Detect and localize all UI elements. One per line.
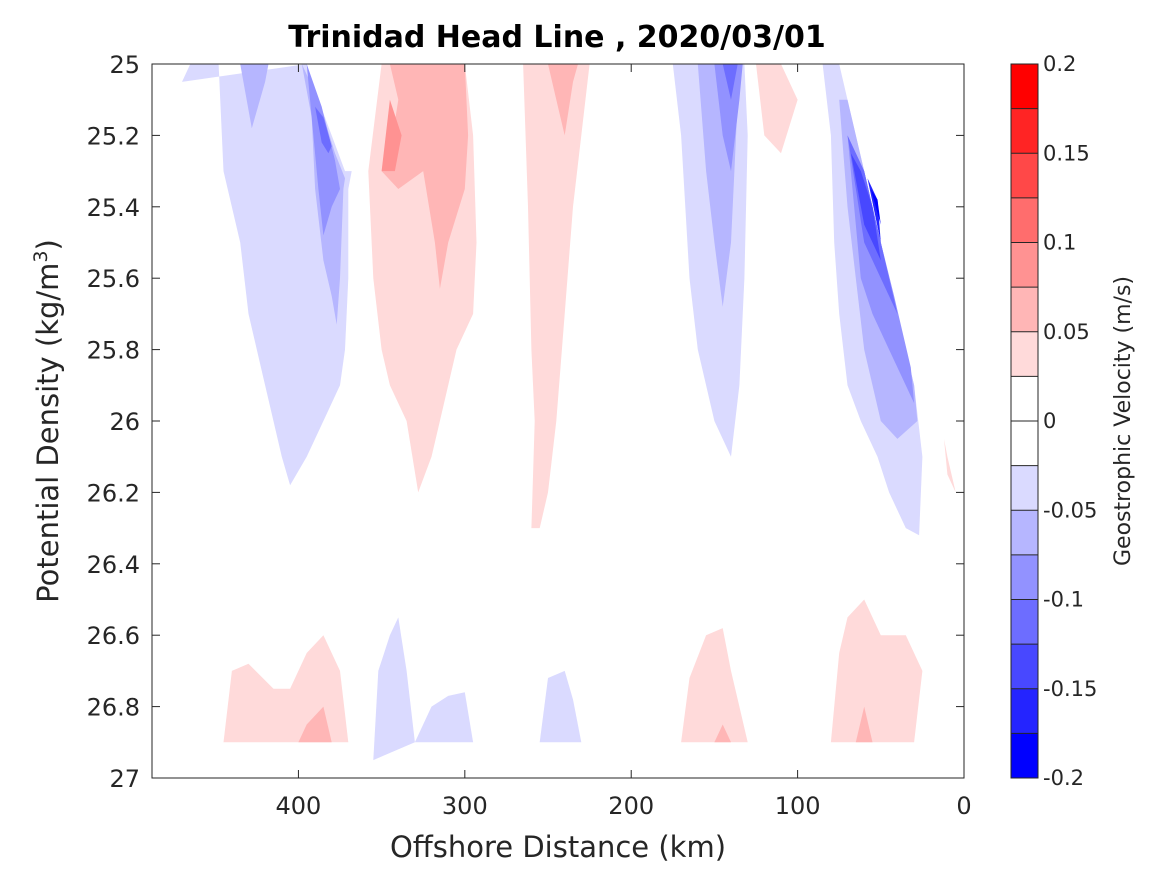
contour-region-offshore-neg-1-l2 — [240, 64, 269, 129]
contour-region-pos-mid-l2 — [548, 64, 578, 136]
y-axis: 25 25.2 25.4 25.6 25.8 26 26.2 26.4 26.6 26.8 27 — [87, 51, 964, 793]
contour-region-neg-mid-l3 — [714, 64, 743, 172]
colorbar-swatch — [1011, 108, 1038, 154]
colorbar-ticks: -0.2 -0.15 -0.1 -0.05 0 0.05 0.1 0.15 0.2 — [1043, 52, 1097, 790]
y-tick-label: 26.8 — [87, 694, 140, 722]
colorbar-swatch — [1011, 510, 1038, 555]
contour-region-offshore-neg-1-l1 — [182, 64, 352, 486]
contour-region-pos-deep-1b — [298, 706, 332, 743]
contour-region-offshore-neg-1-l4 — [315, 106, 332, 154]
colorbar-swatch — [1011, 153, 1038, 198]
y-tick-label: 26 — [109, 408, 140, 436]
contour-region-neg-mid-l4 — [722, 64, 738, 100]
contour-region-pos-mid-l1 — [523, 64, 590, 529]
y-tick-label: 27 — [109, 765, 140, 793]
colorbar-swatch — [1011, 733, 1038, 778]
colorbar-swatch — [1011, 331, 1038, 377]
colorbar-tick-label: -0.05 — [1043, 498, 1097, 522]
colorbar-swatch — [1011, 287, 1038, 332]
colorbar-tick-label: 0.2 — [1043, 52, 1076, 76]
x-tick-label: 300 — [442, 792, 488, 820]
colorbar-tick-label: 0.15 — [1043, 141, 1090, 165]
contour-region-pos-deep-3b — [855, 706, 873, 743]
colorbar-swatches — [1011, 64, 1038, 778]
y-tick-label: 26.6 — [87, 622, 140, 650]
colorbar-tick-label: 0.05 — [1043, 320, 1090, 344]
colorbar-swatch — [1011, 64, 1038, 109]
contour-region-neg-deep-3 — [539, 670, 582, 743]
contour-region-pos-deep-2b — [714, 724, 731, 743]
x-tick-label: 100 — [775, 792, 821, 820]
colorbar-swatch — [1011, 554, 1038, 600]
contour-region-offshore-neg-1-l3 — [306, 64, 340, 236]
colorbar-swatch — [1011, 644, 1038, 689]
y-axis-label-superscript: 3 — [30, 250, 52, 262]
y-tick-label: 25.8 — [87, 337, 140, 365]
x-tick-label: 200 — [608, 792, 654, 820]
contour-region-neg-coast-l5 — [850, 153, 881, 261]
y-tick-label: 25.6 — [87, 265, 140, 293]
colorbar-tick-label: -0.1 — [1043, 588, 1084, 612]
colorbar-swatch — [1011, 465, 1038, 511]
plot-area: 400 300 200 100 0 25 25.2 25.4 25.6 25.8 26 26.2 26… — [87, 51, 972, 820]
contour-region-neg-deep-2 — [414, 692, 474, 743]
contour-region-pos-deep-2 — [681, 628, 748, 743]
contour-region-neg-coast-l7 — [870, 189, 881, 225]
contour-region-neg-deep-1 — [373, 617, 415, 761]
colorbar-tick-label: -0.2 — [1043, 766, 1084, 790]
colorbar: -0.2 -0.15 -0.1 -0.05 0 0.05 0.1 0.15 0.2 Geostr… — [1010, 52, 1136, 790]
contour-fills — [182, 64, 956, 761]
colorbar-tick-label: 0.1 — [1043, 231, 1076, 255]
x-axis-label: Offshore Distance (km) — [390, 830, 726, 864]
colorbar-label: Geostrophic Velocity (m/s) — [1111, 276, 1136, 566]
colorbar-tick-label: 0 — [1043, 409, 1056, 433]
colorbar-swatch — [1011, 599, 1038, 645]
y-tick-label: 26.4 — [87, 551, 140, 579]
y-tick-label: 25.2 — [87, 122, 140, 150]
y-axis-label: Potential Density (kg/m3) — [30, 239, 65, 603]
y-tick-label: 26.2 — [87, 479, 140, 507]
y-tick-label: 25.4 — [87, 194, 140, 222]
colorbar-swatch — [1011, 421, 1038, 466]
x-tick-label: 0 — [956, 792, 971, 820]
x-tick-label: 400 — [276, 792, 322, 820]
contour-region-pos-deep-3 — [830, 599, 923, 743]
colorbar-swatch — [1011, 376, 1038, 421]
colorbar-swatch — [1011, 197, 1038, 243]
contour-region-pos-main-l3 — [381, 99, 402, 172]
contour-region-pos-main-l2 — [381, 64, 469, 289]
x-axis: 400 300 200 100 0 — [276, 64, 972, 820]
y-axis-label-text: Potential Density (kg/m — [31, 263, 65, 603]
colorbar-swatch — [1011, 242, 1038, 288]
colorbar-swatch — [1011, 688, 1038, 734]
contour-region-pos-small — [756, 64, 798, 154]
contour-region-neg-coast-l6 — [867, 178, 881, 243]
colorbar-frame — [1010, 63, 1039, 779]
chart-title: Trinidad Head Line , 2020/03/01 — [288, 20, 825, 55]
colorbar-tick-label: -0.15 — [1043, 677, 1097, 701]
y-tick-label: 25 — [109, 51, 140, 79]
y-axis-label-suffix: ) — [31, 239, 65, 250]
